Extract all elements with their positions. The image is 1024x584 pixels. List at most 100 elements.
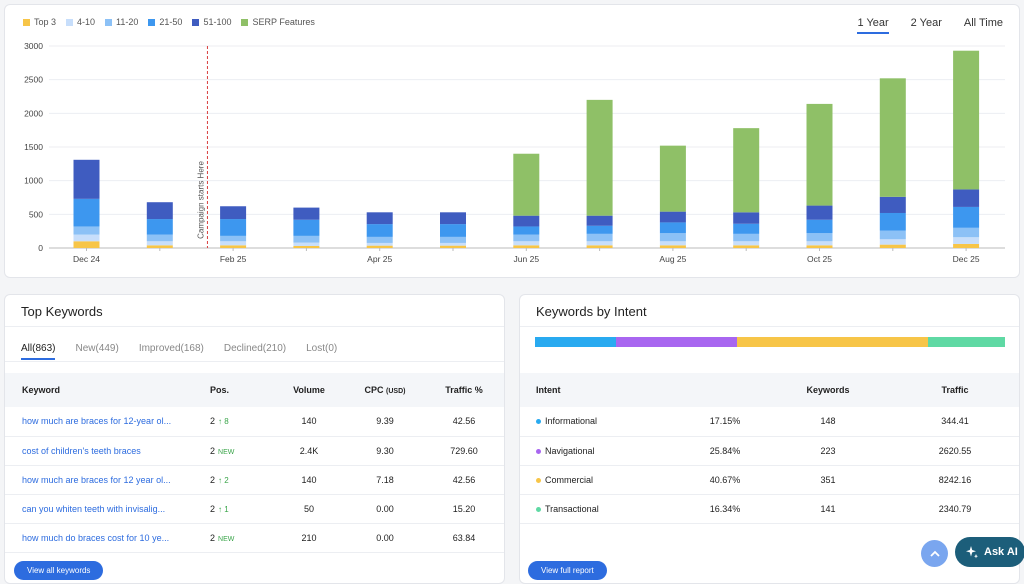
traffic-cell: 63.84	[424, 523, 504, 553]
bar-segment	[879, 244, 906, 248]
col-cpc[interactable]: CPC (USD)	[346, 373, 424, 407]
table-row: Informational 17.15% 148 344.41	[520, 407, 1019, 437]
legend-swatch	[66, 18, 74, 26]
legend-label: Top 3	[34, 17, 57, 27]
legend-item[interactable]: 11-20	[105, 17, 138, 27]
bar-segment	[659, 211, 686, 223]
col-traffic[interactable]: Traffic %	[445, 385, 483, 395]
range-tab-1-year[interactable]: 1 Year	[857, 17, 889, 34]
divider	[5, 326, 504, 327]
legend-label: 4-10	[77, 17, 96, 27]
keyword-link[interactable]: how much are braces for 12-year ol...	[22, 416, 172, 427]
table-row: Navigational 25.84% 223 2620.55	[520, 436, 1019, 466]
legend-label: 11-20	[116, 17, 139, 27]
intent-name: Navigational	[545, 445, 595, 456]
bar-segment	[879, 230, 906, 240]
legend-item[interactable]: 4-10	[66, 17, 95, 27]
keyword-cell: cost of children's teeth braces	[5, 436, 210, 466]
bar-segment	[659, 145, 686, 212]
bar-segment	[220, 245, 247, 248]
tab-lost[interactable]: Lost(0)	[306, 343, 338, 354]
position-value: 2	[210, 416, 216, 427]
position-value: 2	[210, 532, 216, 543]
bar-segment	[440, 245, 466, 248]
ask-ai-button[interactable]: Ask AI	[955, 537, 1024, 567]
legend-item[interactable]: 51-100	[192, 17, 231, 27]
bar-segment	[806, 233, 833, 242]
bar-segment	[586, 99, 613, 216]
top-keywords-table: Keyword Pos. Volume CPC (USD) Traffic % …	[5, 373, 504, 553]
keyword-link[interactable]: how much do braces cost for 10 ye...	[22, 532, 170, 543]
col-pos[interactable]: Pos.	[210, 385, 230, 395]
volume-cell: 2.4K	[272, 436, 346, 466]
intent-dot	[536, 506, 541, 512]
keyword-positions-chart-card: Top 3 4-10 11-20 21-50 51-100 SERP Features 1…	[4, 4, 1020, 278]
divider	[5, 361, 504, 362]
bar-segment	[513, 245, 540, 248]
intent-traffic-cell: 344.41	[891, 407, 1019, 437]
keyword-cell: can you whiten teeth with invisalig...	[5, 494, 210, 524]
bar-segment	[879, 78, 906, 197]
position-change-badge: ↑ 2	[218, 475, 229, 485]
cpc-cell: 7.18	[346, 465, 424, 495]
table-row: Commercial 40.67% 351 8242.16	[520, 465, 1019, 495]
bar-segment	[806, 245, 833, 248]
legend-item[interactable]: Top 3	[23, 17, 56, 27]
col-traffic: Traffic	[941, 385, 969, 395]
range-tab-all-time[interactable]: All Time	[963, 17, 1003, 29]
keyword-link[interactable]: how much are braces for 12 year ol...	[22, 474, 171, 485]
range-tab-2-year[interactable]: 2 Year	[910, 17, 942, 29]
bar-segment	[366, 236, 393, 243]
view-full-report-button[interactable]: View full report	[528, 561, 607, 580]
legend-swatch	[23, 18, 30, 26]
intent-name-cell: Transactional	[520, 494, 685, 524]
bar-segment	[586, 225, 613, 234]
bar-segment	[513, 241, 540, 246]
position-cell: 2 NEW	[210, 523, 272, 553]
tab-improved[interactable]: Improved(168)	[138, 343, 204, 354]
view-all-keywords-button[interactable]: View all keywords	[14, 561, 104, 580]
bar-segment	[73, 241, 100, 248]
keywords-by-intent-card: Keywords by Intent Intent Keywords Traff…	[519, 294, 1020, 584]
bar-segment	[586, 215, 613, 226]
col-volume[interactable]: Volume	[293, 385, 325, 395]
bar-segment	[220, 235, 247, 242]
intent-bar-segment	[615, 337, 738, 347]
bar-segment	[293, 207, 320, 220]
keyword-link[interactable]: cost of children's teeth braces	[22, 445, 141, 456]
volume-cell: 50	[272, 494, 346, 524]
bar-segment	[73, 159, 100, 199]
bar-segment	[146, 202, 173, 220]
bar-segment	[146, 234, 173, 242]
table-row: cost of children's teeth braces 2 NEW 2.4K 9…	[5, 436, 504, 466]
bar-segment	[879, 212, 906, 231]
cpc-cell: 9.39	[346, 407, 424, 437]
keyword-filter-tabs: All(863) New(449) Improved(168) Declined…	[21, 343, 337, 360]
col-keyword[interactable]: Keyword	[22, 385, 61, 395]
tab-all[interactable]: All(863)	[21, 343, 56, 360]
keyword-link[interactable]: can you whiten teeth with invisalig...	[22, 503, 166, 514]
tab-declined[interactable]: Declined(210)	[223, 343, 287, 354]
col-pct	[685, 373, 765, 407]
bar-segment	[293, 219, 320, 236]
position-value: 2	[210, 474, 216, 485]
bar-segment	[953, 50, 980, 190]
legend-item[interactable]: SERP Features	[241, 17, 315, 27]
campaign-annotation: Campaign starts Here	[196, 161, 205, 239]
intent-traffic-cell: 8242.16	[891, 465, 1019, 495]
intent-keywords-cell: 141	[765, 494, 891, 524]
intent-dot	[536, 419, 541, 425]
y-tick-label: 0	[38, 243, 43, 253]
scroll-to-top-button[interactable]	[921, 540, 948, 567]
bar-segment	[220, 219, 247, 236]
bar-segment	[513, 215, 540, 227]
stacked-bar-chart: 0 500 1000 1500 2000 2500 3000 Dec 24 Feb 25 Apr …	[24, 41, 1005, 264]
bar-segment	[659, 233, 686, 242]
tab-new[interactable]: New(449)	[75, 343, 119, 354]
intent-dot	[536, 477, 541, 483]
bar-segment	[953, 237, 980, 244]
bar-segment	[953, 243, 980, 248]
position-change-badge: NEW	[218, 448, 235, 456]
legend-item[interactable]: 21-50	[148, 17, 182, 27]
y-tick-label: 2000	[24, 108, 43, 118]
